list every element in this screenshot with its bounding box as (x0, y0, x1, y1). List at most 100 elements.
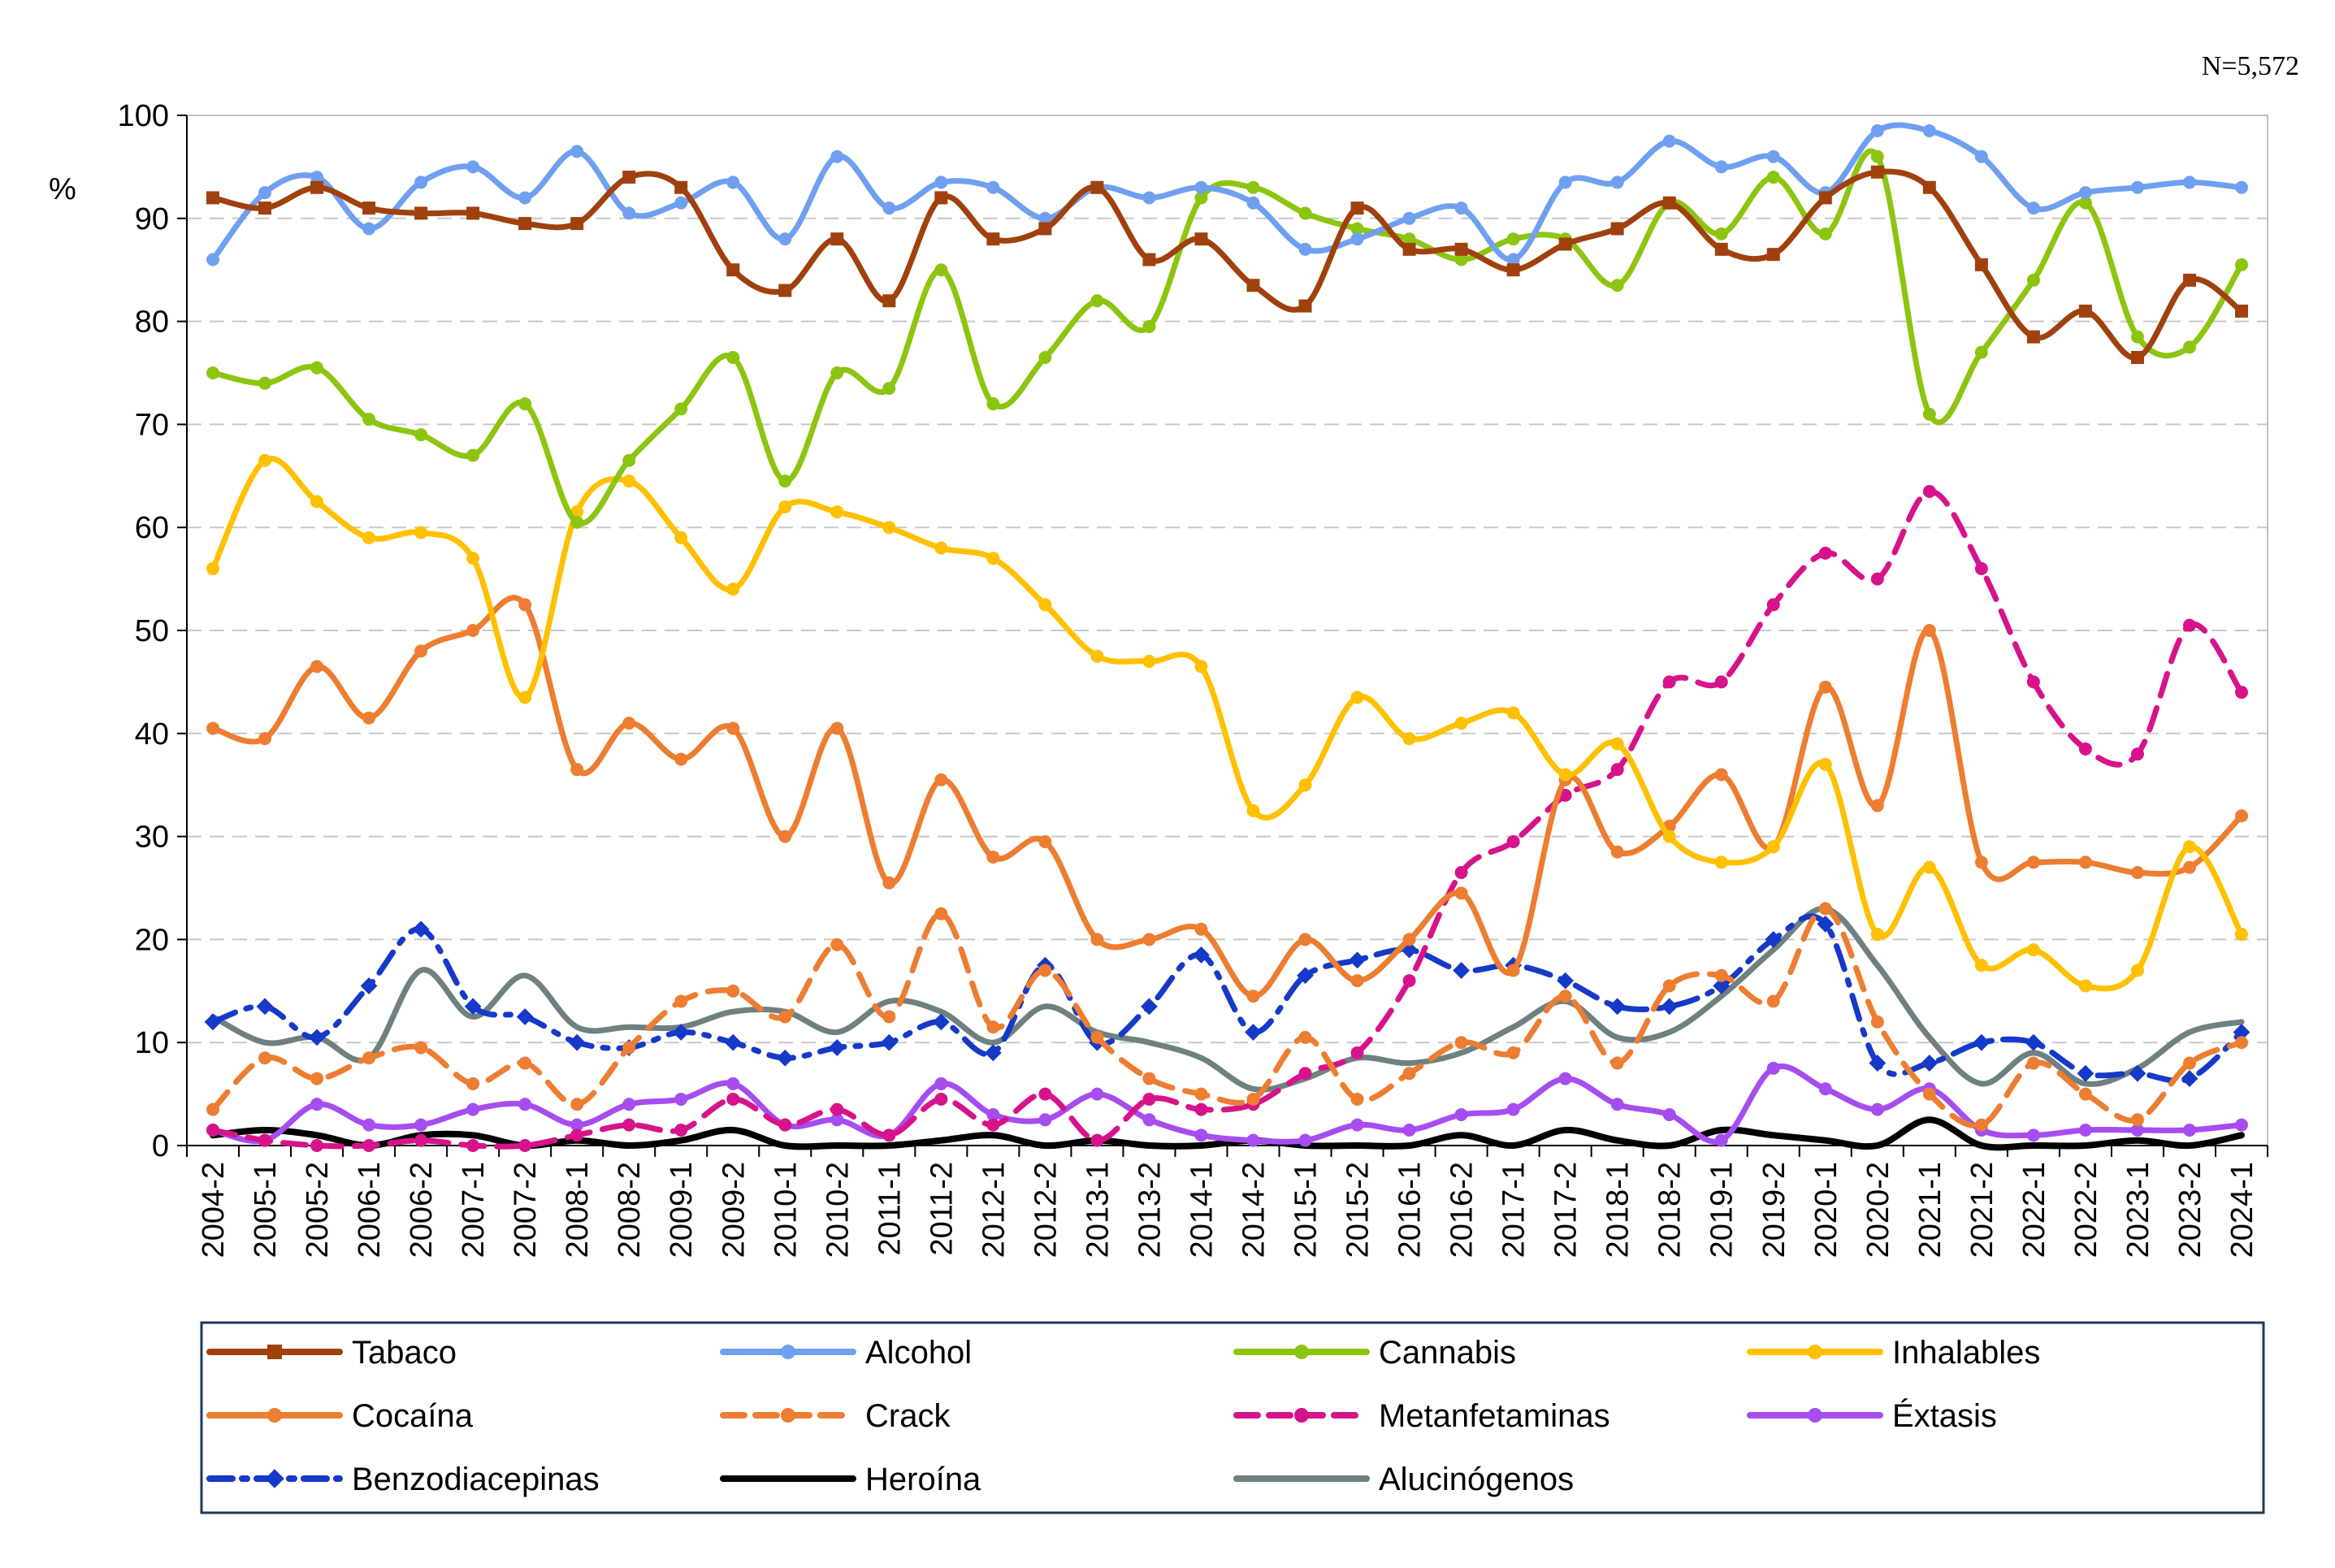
data-point (1714, 968, 1728, 982)
data-point (1714, 855, 1728, 869)
data-point (1090, 933, 1104, 946)
legend-label: Metanfetaminas (1379, 1398, 1610, 1434)
data-point (830, 1113, 844, 1127)
x-tick-label: 2014-2 (1237, 1162, 1271, 1258)
data-point (986, 1107, 1000, 1121)
data-point (518, 1139, 532, 1152)
data-point (1610, 175, 1624, 189)
data-point (362, 1051, 376, 1065)
y-tick-label: 80 (135, 305, 169, 340)
data-point (1818, 191, 1832, 205)
legend-marker (781, 1408, 795, 1423)
x-tick-label: 2015-1 (1289, 1162, 1323, 1258)
x-tick-label: 2023-2 (2173, 1162, 2207, 1258)
data-point (1038, 598, 1052, 612)
data-point (1869, 1055, 1887, 1072)
data-point (1090, 1087, 1104, 1101)
series-line-benzodiacepinas (210, 913, 2245, 1084)
data-point (1038, 964, 1052, 977)
data-point (1142, 319, 1156, 333)
series-line-cocaina (210, 595, 2245, 999)
data-point (674, 1092, 688, 1106)
data-point (984, 1044, 1002, 1062)
data-point (1557, 972, 1575, 990)
data-point (2130, 1113, 2144, 1127)
y-tick-label: 20 (135, 923, 169, 957)
data-point (1402, 933, 1416, 946)
data-point (1246, 279, 1260, 292)
data-point (1194, 922, 1208, 936)
data-point (1298, 933, 1312, 946)
data-point (258, 376, 272, 390)
data-point (412, 920, 430, 938)
data-point (1350, 1118, 1364, 1132)
x-tick-label: 2011-2 (925, 1162, 959, 1256)
x-tick-label: 2009-1 (665, 1162, 699, 1258)
data-point (778, 1010, 792, 1024)
data-point (622, 1041, 636, 1055)
data-point (1194, 180, 1208, 194)
y-tick-label: 100 (118, 99, 169, 133)
legend-entry-benzodiacepinas: Benzodiacepinas (206, 1462, 600, 1497)
data-point (2182, 340, 2196, 354)
data-point (1142, 191, 1156, 205)
data-point (1766, 248, 1780, 262)
data-point (1142, 1113, 1156, 1127)
data-point (1401, 941, 1418, 959)
data-point (362, 531, 376, 544)
data-point (1558, 237, 1572, 251)
data-point (882, 294, 896, 308)
data-point (310, 495, 324, 509)
data-point (258, 453, 272, 467)
data-point (1765, 931, 1783, 948)
data-point (1454, 717, 1468, 730)
data-point (1194, 1128, 1208, 1142)
data-point (778, 500, 792, 513)
data-point (778, 474, 792, 488)
data-point (1922, 407, 1936, 421)
data-point (1610, 222, 1624, 236)
data-point (1350, 691, 1364, 704)
data-point (1714, 160, 1728, 174)
gridlines (187, 217, 2268, 1044)
data-point (310, 1139, 324, 1152)
x-tick-label: 2017-2 (1549, 1162, 1583, 1258)
data-point (1766, 171, 1780, 184)
data-point (1246, 1133, 1260, 1147)
data-point (830, 938, 844, 951)
data-point (1298, 299, 1312, 313)
x-tick-label: 2012-2 (1029, 1162, 1063, 1258)
data-point (1402, 242, 1416, 256)
data-point (466, 160, 480, 174)
data-point (1714, 1133, 1728, 1147)
data-point (986, 232, 1000, 246)
data-point (1766, 598, 1780, 612)
data-point (1818, 546, 1832, 560)
series-layer (204, 122, 2251, 1152)
data-point (1558, 1072, 1572, 1085)
data-point (674, 752, 688, 766)
data-point (466, 1102, 480, 1116)
data-point (466, 1076, 480, 1090)
data-point (1974, 258, 1988, 271)
data-point (362, 201, 376, 215)
data-point (882, 1010, 896, 1024)
data-point (570, 515, 584, 529)
data-point (830, 721, 844, 735)
x-tick-label: 2016-2 (1445, 1162, 1479, 1258)
data-point (2078, 196, 2092, 210)
data-point (1349, 951, 1366, 969)
legend-label: Inhalables (1892, 1335, 2040, 1371)
data-point (1194, 191, 1208, 205)
series-line-alucinogenos (210, 905, 2245, 1093)
data-point (1506, 706, 1520, 720)
data-point (1870, 572, 1884, 586)
data-point (466, 624, 480, 637)
data-point (1245, 1024, 1262, 1041)
data-point (1246, 180, 1260, 194)
legend-marker (1294, 1408, 1309, 1423)
legend-marker (781, 1345, 795, 1359)
data-point (1714, 242, 1728, 256)
data-point (1454, 1107, 1468, 1121)
